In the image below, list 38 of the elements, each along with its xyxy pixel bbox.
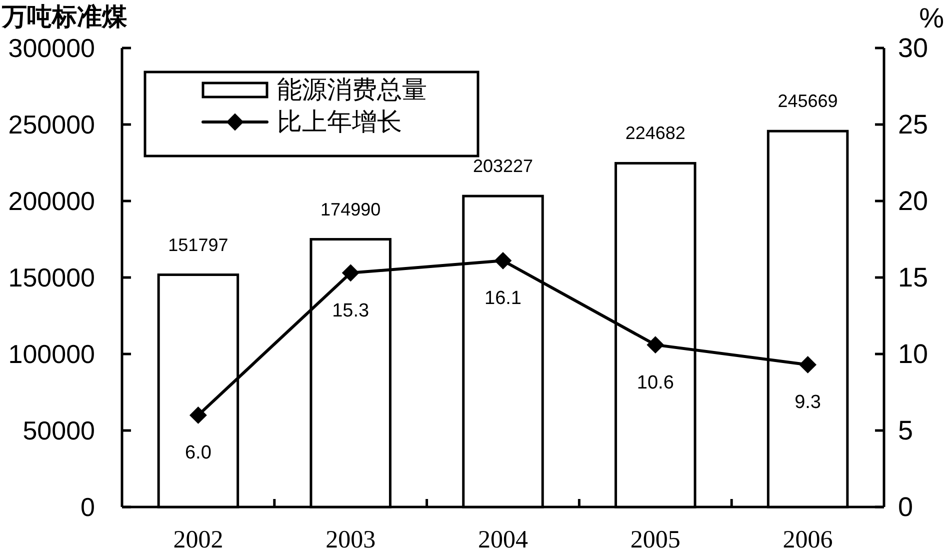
y2-tick-label: 25 [898, 110, 928, 140]
y-tick-label: 300000 [8, 33, 95, 63]
y-tick-label: 200000 [8, 186, 95, 216]
y-tick-label: 250000 [8, 110, 95, 140]
data-label: 203227 [472, 156, 534, 176]
x-tick-label: 2006 [782, 526, 833, 551]
y-tick-label: 150000 [8, 262, 95, 292]
point [342, 264, 360, 282]
data-label: 6.0 [184, 442, 212, 464]
x-tick-label: 2002 [173, 526, 224, 551]
data-label: 174990 [320, 199, 381, 220]
data-label: 224682 [625, 123, 686, 144]
data-label: 9.3 [794, 392, 822, 414]
data-label: 15.3 [332, 300, 370, 322]
point [799, 356, 816, 374]
point [190, 406, 207, 424]
y2-tick-label: 10 [898, 339, 928, 369]
y2-tick-label: 5 [898, 416, 914, 446]
y2-tick-label: 15 [898, 262, 928, 292]
point [494, 252, 512, 270]
data-label: 245669 [778, 91, 838, 112]
y-tick-label: 100000 [8, 339, 95, 369]
y2-tick-label: 20 [898, 186, 928, 216]
legend-label: 比上年增长 [277, 108, 402, 136]
x-tick-label: 2005 [630, 526, 680, 551]
legend-label: 能源消费总量 [277, 76, 427, 104]
data-label: 151797 [168, 234, 228, 255]
x-tick-label: 2003 [326, 526, 376, 551]
y2-tick-label: 0 [898, 492, 914, 522]
y-axis-title: 万吨标准煤 [1, 3, 128, 31]
y-tick-label: 0 [80, 492, 95, 522]
data-label: 10.6 [636, 372, 674, 394]
y-tick-label: 50000 [22, 416, 95, 446]
y2-tick-label: 30 [898, 33, 928, 63]
x-tick-label: 2004 [478, 526, 528, 551]
y2-axis-title: % [919, 2, 944, 34]
data-label: 16.1 [484, 288, 522, 310]
point [646, 336, 664, 354]
